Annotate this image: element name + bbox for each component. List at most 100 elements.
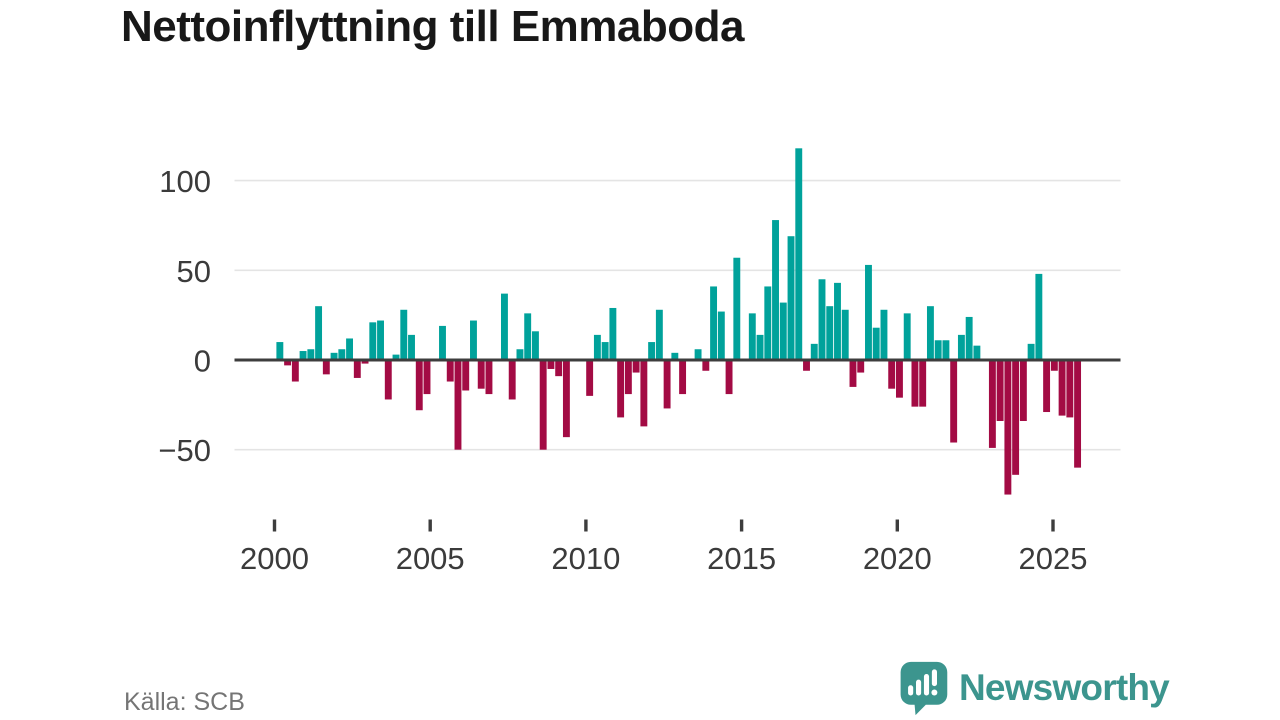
bar-2001-Q1 bbox=[307, 349, 315, 360]
bar-2011-Q1 bbox=[617, 360, 625, 418]
bar-2008-Q1 bbox=[524, 313, 532, 360]
brand-name: Newsworthy bbox=[959, 667, 1170, 708]
bar-2003-Q2 bbox=[377, 320, 384, 360]
bar-2003-Q1 bbox=[369, 322, 377, 360]
bar-2019-Q4 bbox=[888, 360, 896, 389]
bar-2021-Q4 bbox=[950, 360, 958, 443]
bar-2013-Q1 bbox=[679, 360, 687, 395]
bar-2004-Q1 bbox=[400, 309, 408, 360]
bar-2018-Q2 bbox=[841, 309, 849, 360]
x-tick-label-2005: 2005 bbox=[396, 541, 465, 576]
logo-exclamation-stem bbox=[931, 669, 937, 687]
bar-2015-Q3 bbox=[756, 334, 764, 360]
bar-2006-Q4 bbox=[485, 360, 493, 395]
bar-2017-Q3 bbox=[818, 279, 826, 360]
bar-2023-Q3 bbox=[1004, 360, 1012, 495]
bar-2001-Q2 bbox=[315, 306, 323, 360]
bar-2013-Q4 bbox=[702, 360, 710, 371]
bar-2020-Q3 bbox=[911, 360, 919, 407]
bar-2005-Q3 bbox=[446, 360, 454, 382]
bar-2010-Q2 bbox=[593, 334, 601, 360]
bar-2025-Q4 bbox=[1074, 360, 1082, 468]
bar-2016-Q1 bbox=[772, 220, 779, 360]
bar-2017-Q1 bbox=[803, 360, 810, 371]
bar-2010-Q3 bbox=[601, 342, 609, 360]
bar-2016-Q4 bbox=[795, 148, 803, 360]
bar-2010-Q1 bbox=[586, 360, 594, 396]
bar-2020-Q2 bbox=[903, 313, 911, 360]
x-tick-label-2020: 2020 bbox=[863, 541, 932, 576]
bar-2006-Q2 bbox=[470, 320, 477, 360]
bar-2023-Q1 bbox=[988, 360, 996, 448]
bar-2023-Q4 bbox=[1012, 360, 1020, 475]
bar-2005-Q2 bbox=[439, 325, 446, 360]
bar-2019-Q3 bbox=[880, 309, 888, 360]
bar-2006-Q1 bbox=[462, 360, 470, 391]
y-tick-label-0: 0 bbox=[194, 344, 211, 379]
x-tick-label-2025: 2025 bbox=[1019, 541, 1088, 576]
bar-2022-Q2 bbox=[965, 316, 973, 360]
bar-2004-Q2 bbox=[408, 334, 415, 360]
logo-bar-small bbox=[908, 685, 914, 696]
logo-bar-medium bbox=[916, 679, 922, 696]
bar-2022-Q3 bbox=[973, 345, 981, 360]
bar-2002-Q3 bbox=[353, 360, 361, 378]
bar-2020-Q1 bbox=[896, 360, 903, 398]
bar-2021-Q1 bbox=[926, 306, 934, 360]
bar-2015-Q2 bbox=[748, 313, 756, 360]
bar-2011-Q2 bbox=[624, 360, 632, 395]
bar-2024-Q1 bbox=[1019, 360, 1027, 421]
bar-2008-Q2 bbox=[531, 331, 539, 360]
bar-2012-Q4 bbox=[671, 352, 679, 360]
bar-2012-Q2 bbox=[655, 309, 663, 360]
bar-2003-Q3 bbox=[384, 360, 392, 400]
bar-2002-Q1 bbox=[338, 349, 346, 360]
bar-2014-Q4 bbox=[733, 257, 741, 360]
bar-2013-Q3 bbox=[694, 349, 702, 360]
x-tick-label-2010: 2010 bbox=[551, 541, 620, 576]
x-tick-label-2015: 2015 bbox=[707, 541, 776, 576]
y-tick-label-100: 100 bbox=[159, 164, 211, 199]
bar-2025-Q3 bbox=[1066, 360, 1074, 418]
bar-2018-Q1 bbox=[834, 282, 841, 360]
bar-2006-Q3 bbox=[477, 360, 485, 389]
bar-2010-Q4 bbox=[609, 307, 617, 360]
bar-2025-Q1 bbox=[1050, 360, 1058, 371]
bar-2009-Q1 bbox=[555, 360, 563, 377]
newsworthy-brand: Newsworthy bbox=[898, 660, 1170, 716]
bar-2023-Q2 bbox=[996, 360, 1004, 421]
bar-2003-Q4 bbox=[392, 354, 400, 360]
bar-2014-Q3 bbox=[725, 360, 733, 395]
bar-2001-Q4 bbox=[330, 352, 338, 360]
y-tick-label--50: −50 bbox=[158, 433, 211, 468]
newsworthy-logo-icon bbox=[900, 661, 948, 716]
bar-2024-Q3 bbox=[1035, 273, 1043, 360]
bar-2004-Q4 bbox=[423, 360, 431, 395]
logo-exclamation-dot bbox=[931, 689, 938, 696]
bar-2012-Q1 bbox=[648, 342, 656, 360]
bar-2017-Q4 bbox=[826, 306, 834, 360]
bar-2000-Q3 bbox=[291, 360, 299, 382]
bar-2007-Q4 bbox=[516, 349, 524, 360]
bar-2018-Q3 bbox=[849, 360, 857, 387]
bar-2025-Q2 bbox=[1058, 360, 1066, 416]
bar-2021-Q3 bbox=[942, 340, 950, 360]
bar-2016-Q2 bbox=[779, 302, 787, 360]
bar-2016-Q3 bbox=[787, 236, 795, 360]
bar-2014-Q1 bbox=[710, 286, 718, 360]
logo-bar-large bbox=[923, 674, 930, 696]
chart-title: Nettoinflyttning till Emmaboda bbox=[121, 2, 744, 51]
bar-2017-Q2 bbox=[810, 343, 818, 360]
bar-2001-Q3 bbox=[322, 360, 330, 375]
bar-2019-Q1 bbox=[865, 264, 872, 360]
bar-2008-Q3 bbox=[539, 360, 547, 450]
bar-2021-Q2 bbox=[934, 340, 942, 360]
bar-2022-Q1 bbox=[957, 334, 965, 360]
bar-2020-Q4 bbox=[919, 360, 927, 407]
bar-2011-Q3 bbox=[632, 360, 640, 373]
x-tick-label-2000: 2000 bbox=[240, 541, 309, 576]
bar-2019-Q2 bbox=[872, 327, 880, 360]
bar-2014-Q2 bbox=[717, 311, 725, 360]
